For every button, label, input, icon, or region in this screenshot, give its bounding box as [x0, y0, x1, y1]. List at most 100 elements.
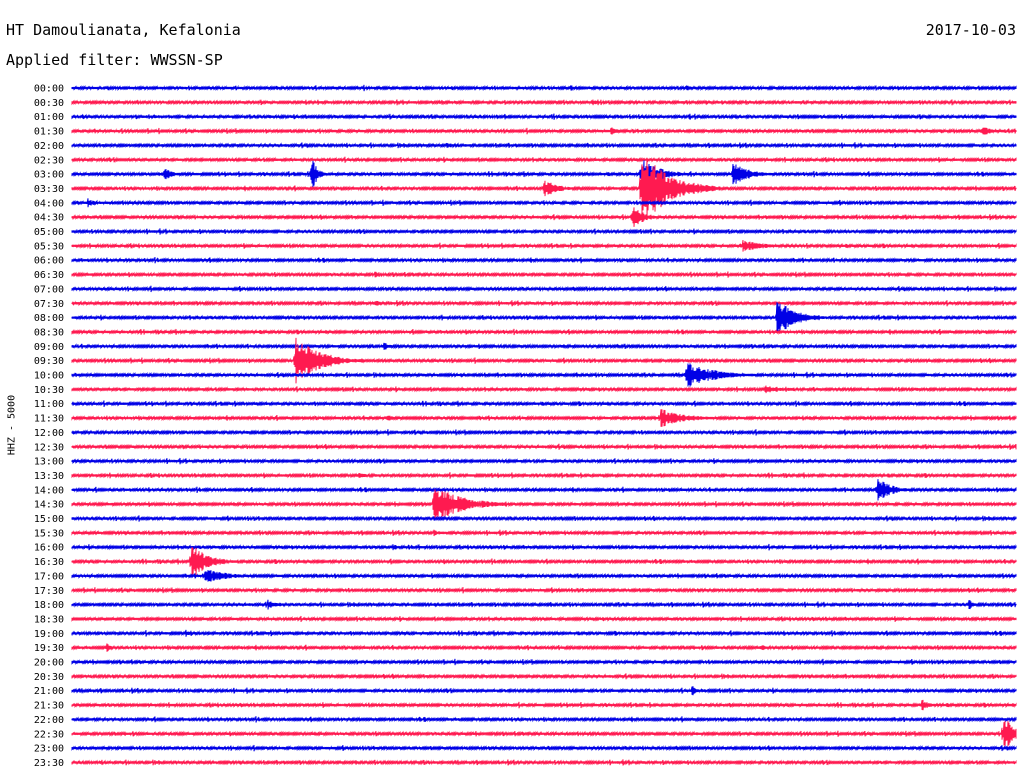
- seismic-trace-line: [71, 84, 1017, 92]
- seismic-trace-line: [71, 113, 1017, 120]
- date-label: 2017-10-03: [925, 21, 1016, 39]
- time-tick-label: 14:00: [34, 485, 64, 496]
- seismic-trace-line: [71, 228, 1017, 235]
- seismic-trace-line: [71, 429, 1017, 436]
- seismic-trace-line: [71, 599, 1017, 610]
- seismic-trace-line: [71, 142, 1017, 149]
- time-tick-label: 07:00: [34, 284, 64, 295]
- time-tick-label: 04:30: [34, 213, 64, 224]
- time-tick-label: 13:00: [34, 457, 64, 468]
- seismic-trace-line: [71, 457, 1017, 465]
- time-tick-label: 14:30: [34, 500, 64, 511]
- time-tick-label: 16:00: [34, 543, 64, 554]
- seismic-trace-line: [71, 207, 1017, 227]
- seismic-trace-line: [71, 543, 1017, 551]
- time-tick-label: 22:30: [34, 729, 64, 740]
- seismic-trace-line: [71, 342, 1017, 350]
- time-tick-label: 11:00: [34, 399, 64, 410]
- time-tick-label: 08:00: [34, 313, 64, 324]
- seismic-trace-line: [71, 156, 1017, 163]
- seismic-trace-line: [71, 285, 1017, 293]
- seismic-trace-line: [71, 629, 1017, 637]
- filter-label: Applied filter: WWSSN-SP: [6, 51, 223, 69]
- seismic-trace-line: [71, 158, 1017, 219]
- seismic-trace-line: [71, 271, 1017, 278]
- time-tick-label: 13:30: [34, 471, 64, 482]
- time-tick-label: 20:00: [34, 658, 64, 669]
- seismic-trace-line: [71, 529, 1017, 537]
- seismic-trace-line: [71, 686, 1017, 696]
- seismic-trace-line: [71, 328, 1017, 336]
- seismic-trace-line: [71, 363, 1017, 387]
- seismic-trace-line: [71, 586, 1017, 594]
- time-tick-label: 06:00: [34, 256, 64, 267]
- seismic-trace-line: [71, 658, 1017, 666]
- seismic-trace-line: [71, 479, 1017, 501]
- seismic-trace-line: [71, 547, 1017, 577]
- seismic-trace-line: [71, 472, 1017, 479]
- time-tick-label: 22:00: [34, 715, 64, 726]
- seismic-trace-line: [71, 744, 1017, 752]
- time-tick-label: 12:00: [34, 428, 64, 439]
- time-tick-label: 16:30: [34, 557, 64, 568]
- seismic-trace-line: [71, 256, 1017, 264]
- time-tick-label: 23:30: [34, 758, 64, 769]
- time-tick-label: 07:30: [34, 299, 64, 310]
- time-tick-label: 03:00: [34, 170, 64, 181]
- seismic-trace-line: [71, 643, 1017, 652]
- seismic-trace-line: [71, 716, 1017, 723]
- time-tick-label: 05:00: [34, 227, 64, 238]
- seismic-trace-line: [71, 300, 1017, 307]
- time-tick-label: 06:30: [34, 270, 64, 281]
- time-tick-label: 21:30: [34, 701, 64, 712]
- time-tick-label: 17:30: [34, 586, 64, 597]
- time-tick-label: 10:00: [34, 371, 64, 382]
- seismic-trace-line: [71, 489, 1017, 519]
- station-title: HT Damoulianata, Kefalonia: [6, 21, 241, 39]
- time-tick-label: 11:30: [34, 414, 64, 425]
- time-tick-label: 05:30: [34, 241, 64, 252]
- time-tick-label: 00:00: [34, 84, 64, 95]
- time-tick-label: 19:00: [34, 629, 64, 640]
- seismic-trace-line: [71, 409, 1017, 427]
- time-tick-label: 00:30: [34, 98, 64, 109]
- time-tick-label: 04:00: [34, 198, 64, 209]
- seismic-trace-line: [71, 721, 1017, 747]
- time-tick-label: 17:00: [34, 571, 64, 582]
- seismic-trace-line: [71, 615, 1017, 623]
- time-tick-label: 12:30: [34, 442, 64, 453]
- seismic-trace-line: [71, 127, 1017, 135]
- time-tick-label: 03:30: [34, 184, 64, 195]
- time-tick-label: 09:30: [34, 356, 64, 367]
- seismic-trace-line: [71, 160, 1017, 188]
- time-tick-label: 18:30: [34, 614, 64, 625]
- seismic-trace-line: [71, 240, 1017, 252]
- time-tick-label: 23:00: [34, 744, 64, 755]
- time-tick-label: 08:30: [34, 327, 64, 338]
- time-tick-label: 01:30: [34, 127, 64, 138]
- time-tick-label: 02:30: [34, 155, 64, 166]
- seismic-trace-line: [71, 699, 1017, 711]
- time-tick-label: 10:30: [34, 385, 64, 396]
- time-tick-label: 15:00: [34, 514, 64, 525]
- seismic-trace-line: [71, 673, 1017, 680]
- seismic-trace-line: [71, 443, 1017, 450]
- seismic-trace-line: [71, 515, 1017, 522]
- seismic-trace-line: [71, 99, 1017, 106]
- seismic-trace-line: [71, 198, 1017, 208]
- time-tick-label: 01:00: [34, 112, 64, 123]
- time-tick-label: 20:30: [34, 672, 64, 683]
- seismic-trace-line: [71, 385, 1017, 394]
- time-tick-label: 02:00: [34, 141, 64, 152]
- seismic-trace-line: [71, 400, 1017, 408]
- time-tick-label: 21:00: [34, 686, 64, 697]
- seismic-trace-line: [71, 759, 1017, 766]
- time-tick-label: 09:00: [34, 342, 64, 353]
- time-tick-label: 15:30: [34, 528, 64, 539]
- seismic-trace-line: [71, 337, 1017, 384]
- seismic-trace-line: [71, 302, 1017, 334]
- seismic-trace-line: [71, 570, 1017, 582]
- time-tick-label: 18:00: [34, 600, 64, 611]
- time-tick-label: 19:30: [34, 643, 64, 654]
